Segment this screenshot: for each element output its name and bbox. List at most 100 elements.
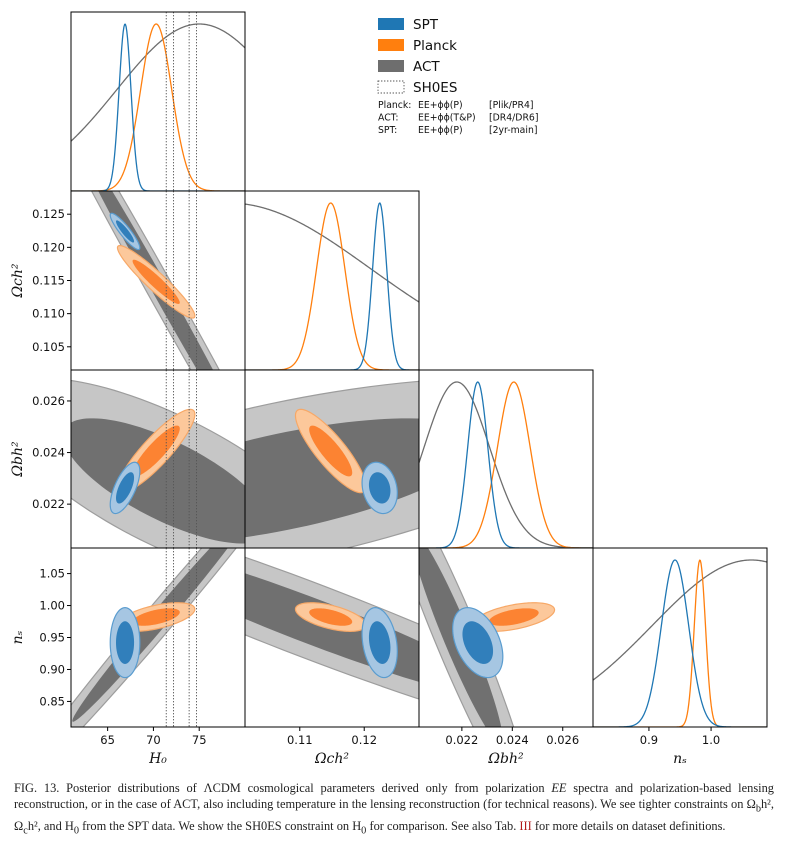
- caption-lead: FIG. 13.: [14, 781, 60, 795]
- y-tick-label: 0.95: [39, 631, 65, 645]
- marginal-panel-ns: [593, 559, 767, 727]
- legend-label-spt: SPT: [413, 17, 439, 33]
- y-tick-label: 0.125: [32, 207, 65, 221]
- contour-68-spt: [116, 472, 135, 504]
- legend-swatch-sh0es: [377, 80, 405, 94]
- legend-note-release: [2yr-main]: [489, 125, 537, 136]
- contour-panel-Obh2-ns: [419, 548, 556, 727]
- legend-note-data: EE+ϕϕ(T&P): [418, 113, 476, 124]
- y-axis-label-ns: nₛ: [10, 630, 26, 644]
- marginal-panel-Obh2: [419, 381, 593, 548]
- legend-note-name: SPT:: [378, 125, 397, 136]
- contour-68-spt: [116, 621, 135, 664]
- panel-frame: [592, 547, 768, 728]
- caption-text-1: Posterior distributions of ΛCDM cosmolog…: [59, 781, 552, 795]
- x-axis-label-Obh2: Ωbh²: [487, 751, 524, 767]
- legend-note-data: EE+ϕϕ(P): [418, 100, 463, 111]
- caption-ee: EE: [551, 781, 567, 795]
- legend-swatch-planck: [378, 39, 404, 51]
- x-tick-label: 0.026: [546, 733, 579, 747]
- contour-68-planck: [488, 608, 539, 626]
- x-axis-label-H0: H₀: [148, 751, 167, 767]
- marginal-line-planck: [419, 381, 593, 548]
- legend-note-name: Planck:: [378, 100, 411, 111]
- x-axis-label-Och2: Ωch²: [314, 751, 349, 767]
- legend-note-release: [Plik/PR4]: [489, 100, 534, 111]
- legend-label-act: ACT: [413, 59, 440, 75]
- caption-text-7: for more details on dataset definitions.: [531, 818, 726, 833]
- marginal-line-act: [593, 559, 767, 681]
- contour-panel-Och2-ns: [245, 556, 419, 700]
- legend-note-release: [DR4/DR6]: [489, 113, 538, 124]
- y-tick-label: 0.120: [32, 240, 65, 254]
- legend-swatch-act: [378, 60, 404, 72]
- y-tick-label: 1.00: [39, 599, 65, 613]
- y-tick-label: 0.110: [32, 307, 65, 321]
- x-tick-label: 70: [146, 733, 161, 747]
- contour-68-spt: [368, 472, 391, 504]
- contour-68-act: [245, 418, 419, 538]
- marginal-line-act: [245, 203, 419, 303]
- legend-note-data: EE+ϕϕ(P): [418, 125, 463, 136]
- marginal-line-spt: [419, 381, 593, 548]
- y-axis-label-Obh2: Ωbh²: [10, 441, 26, 478]
- y-tick-label: 0.90: [39, 662, 65, 676]
- panel-frame: [418, 369, 594, 549]
- caption-sub-c: c: [23, 825, 28, 837]
- figure-caption: FIG. 13. Posterior distributions of ΛCDM…: [14, 780, 774, 840]
- x-tick-label: 1.0: [702, 733, 720, 747]
- contour-panel-Och2-Obh2: [245, 380, 419, 548]
- y-tick-label: 0.115: [32, 274, 65, 288]
- legend-label-planck: Planck: [413, 38, 457, 54]
- contour-68-act: [72, 548, 228, 722]
- y-axis-label-Och2: Ωch²: [10, 263, 26, 298]
- caption-text-2: spectra and polarization-based lensing r…: [14, 781, 774, 812]
- caption-text-5: from the SPT data. We show the SH0ES con…: [79, 818, 362, 833]
- marginal-line-spt: [593, 559, 767, 727]
- contour-68-planck: [309, 608, 353, 626]
- marginal-line-spt: [245, 202, 419, 370]
- contour-panel-H0-Obh2: [71, 379, 245, 548]
- x-tick-label: 0.9: [640, 733, 658, 747]
- marginal-panel-Och2: [245, 202, 419, 370]
- caption-sub-b: b: [755, 803, 761, 815]
- table-reference-link[interactable]: III: [519, 818, 532, 833]
- y-tick-label: 0.022: [32, 497, 65, 511]
- caption-text-4: h², and H: [27, 818, 74, 833]
- marginal-line-act: [419, 381, 593, 548]
- contour-68-spt: [462, 621, 494, 664]
- marginal-line-planck: [593, 559, 767, 727]
- contour-panel-H0-Och2: [90, 191, 220, 370]
- contour-68-planck: [132, 259, 180, 304]
- legend-swatch-spt: [378, 18, 404, 30]
- contour-68-spt: [116, 220, 135, 243]
- contour-68-planck: [132, 425, 180, 477]
- caption-sub-0b: 0: [361, 825, 367, 837]
- legend-note-name: ACT:: [378, 113, 398, 124]
- contour-68-planck: [309, 425, 353, 477]
- y-tick-label: 0.024: [32, 446, 65, 460]
- caption-sub-0: 0: [73, 825, 80, 837]
- marginal-line-act: [71, 23, 245, 142]
- x-tick-label: 0.12: [351, 733, 377, 747]
- marginal-line-spt: [71, 23, 245, 191]
- y-tick-label: 1.05: [39, 567, 65, 581]
- x-axis-label-ns: nₛ: [673, 751, 687, 767]
- x-tick-label: 0.022: [445, 733, 478, 747]
- contour-68-planck: [132, 608, 180, 626]
- caption-text-3: h², Ω: [14, 797, 774, 833]
- x-tick-label: 0.11: [287, 733, 313, 747]
- contour-68-act: [71, 418, 245, 544]
- legend-label-sh0es: SH0ES: [413, 80, 457, 96]
- panel-frame: [70, 11, 246, 192]
- x-tick-label: 75: [192, 733, 207, 747]
- y-tick-label: 0.026: [32, 394, 65, 408]
- y-tick-label: 0.105: [32, 340, 65, 354]
- y-tick-label: 0.85: [39, 694, 65, 708]
- x-tick-label: 0.024: [496, 733, 529, 747]
- marginal-panel-H0: [71, 23, 245, 191]
- contour-68-spt: [368, 621, 391, 664]
- marginal-line-planck: [71, 23, 245, 191]
